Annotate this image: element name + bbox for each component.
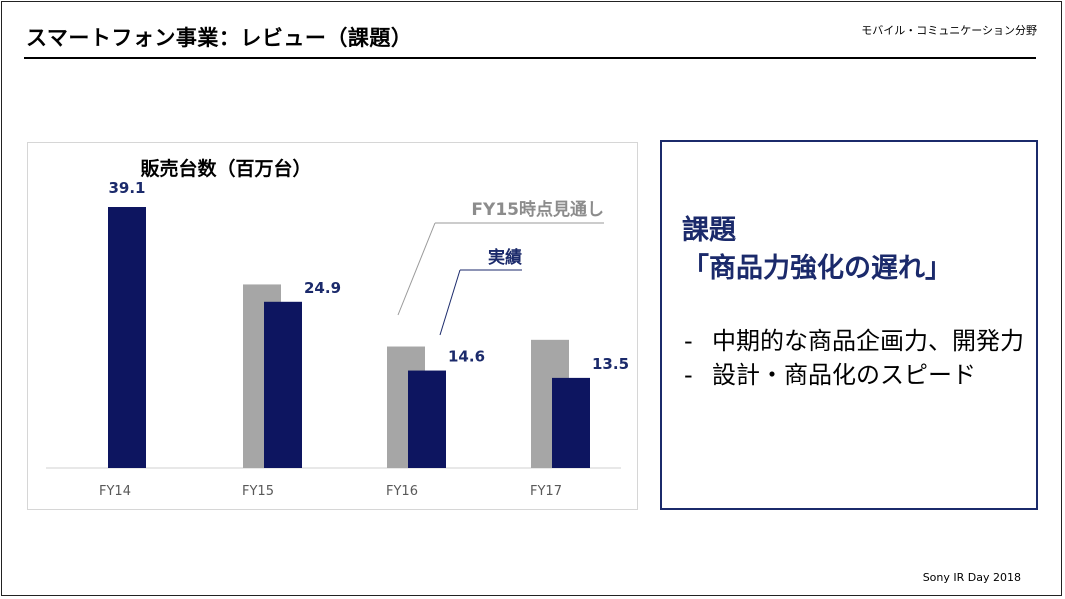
issue-bullet-text: 中期的な商品企画力、開発力 [712, 327, 1024, 355]
data-label: 14.6 [448, 348, 485, 366]
slide-title: スマートフォン事業：レビュー（課題） [26, 26, 413, 50]
actual-bar [108, 207, 146, 468]
actual-bar [552, 377, 590, 468]
issue-bullet: - 中期的な商品企画力、開発力 [684, 324, 1042, 358]
sales-chart: 販売台数（百万台） 39.1 FY14 24.9 FY15 14.6 FY16 13.5 FY… [46, 157, 629, 499]
title-underline [24, 57, 1036, 59]
data-label: 39.1 [108, 179, 145, 197]
x-tick-label: FY17 [530, 484, 562, 499]
issue-heading: 課題 「商品力強化の遅れ」 [682, 212, 952, 288]
footer-label: Sony IR Day 2018 [922, 571, 1021, 584]
bullet-marker: - [684, 327, 693, 355]
legend-actual-leader [439, 269, 461, 336]
issue-bullet: - 設計・商品化のスピード [684, 358, 1042, 392]
data-label: 24.9 [304, 279, 341, 297]
chart-panel: 販売台数（百万台） 39.1 FY14 24.9 FY15 14.6 FY16 13.5 FY… [27, 142, 638, 510]
chart-title: 販売台数（百万台） [140, 157, 311, 180]
x-tick-label: FY15 [242, 484, 274, 499]
actual-bar [264, 301, 302, 468]
issue-heading-line2: 「商品力強化の遅れ」 [682, 253, 952, 284]
x-tick-label: FY14 [99, 484, 131, 499]
legend-forecast-leader [397, 222, 436, 316]
actual-bar [408, 370, 446, 468]
issue-box: 課題 「商品力強化の遅れ」 - 中期的な商品企画力、開発力 - 設計・商品化のスピー… [660, 140, 1038, 510]
legend-forecast-label: FY15時点見通し [471, 199, 604, 220]
legend-actual-label: 実績 [488, 247, 522, 268]
issue-list: - 中期的な商品企画力、開発力 - 設計・商品化のスピード [684, 324, 1042, 392]
section-label: モバイル・コミュニケーション分野 [861, 24, 1037, 37]
data-label: 13.5 [592, 355, 629, 373]
bullet-marker: - [684, 361, 693, 389]
x-tick-label: FY16 [386, 484, 418, 499]
issue-bullet-text: 設計・商品化のスピード [712, 361, 976, 389]
issue-heading-line1: 課題 [682, 215, 736, 246]
